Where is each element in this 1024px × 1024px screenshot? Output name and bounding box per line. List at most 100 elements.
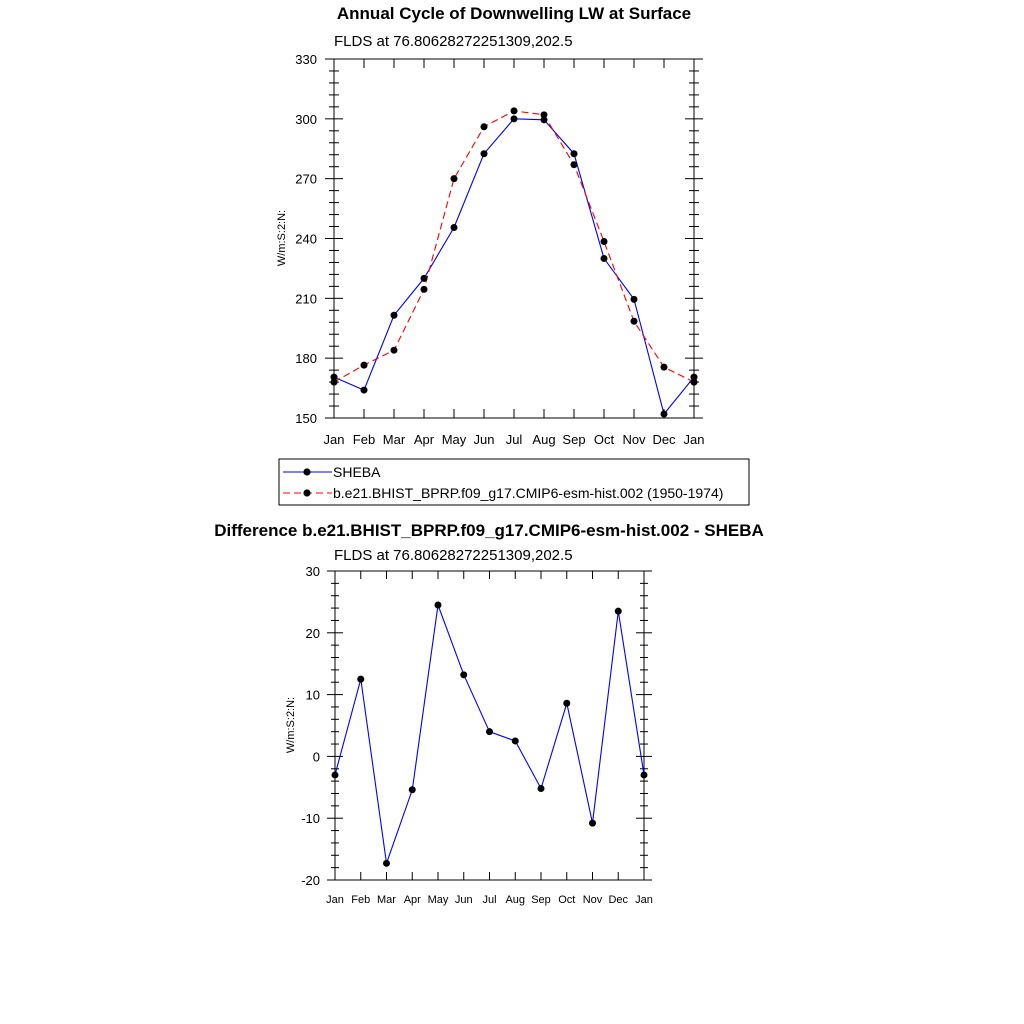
- legend-entry-sheba: SHEBA: [283, 464, 381, 480]
- series-0-point: [434, 601, 442, 609]
- x-tick-label: Nov: [622, 432, 646, 447]
- x-tick-label: Sep: [531, 894, 551, 906]
- series-1-point: [510, 107, 518, 115]
- series-0-point: [511, 737, 519, 745]
- x-tick-label: Jun: [455, 894, 473, 906]
- chart-title: Difference b.e21.BHIST_BPRP.f09_g17.CMIP…: [214, 521, 764, 540]
- series-0-point: [537, 785, 545, 793]
- series-1-point: [690, 378, 698, 386]
- x-tick-label: Nov: [583, 894, 603, 906]
- y-tick-label: -10: [301, 811, 320, 826]
- annual-cycle-chart: Annual Cycle of Downwelling LW at Surfac…: [276, 4, 750, 506]
- series-1-point: [630, 317, 638, 325]
- y-tick-label: 20: [306, 626, 320, 641]
- x-tick-label: Apr: [404, 894, 421, 906]
- series-0-point: [570, 150, 578, 158]
- x-tick-label: Mar: [383, 432, 406, 447]
- y-tick-label: 0: [313, 749, 320, 764]
- plot-frame: [334, 570, 645, 881]
- series-0-point: [690, 373, 698, 381]
- series-1-point: [480, 123, 488, 131]
- series-0-point: [614, 607, 622, 615]
- series-1-point: [330, 378, 338, 386]
- series-0-point: [357, 675, 365, 683]
- series-0-point: [630, 295, 638, 303]
- x-tick-label: Jul: [506, 432, 523, 447]
- plot-area: Jan Feb Mar Apr May Jun Jul Aug Sep Oct Nov Dec Jan-…: [301, 564, 653, 906]
- y-axis-label: W/m:S:2:N:: [285, 697, 297, 753]
- series-1-point: [360, 361, 368, 369]
- series-line-1: [333, 110, 695, 383]
- series-0-point: [390, 311, 398, 319]
- series-1-point: [420, 285, 428, 293]
- x-tick-label: Jan: [326, 894, 344, 906]
- x-tick-label: May: [442, 432, 467, 447]
- x-tick-label: Dec: [608, 894, 628, 906]
- x-tick-label: Mar: [377, 894, 396, 906]
- legend-marker-model: [303, 489, 311, 497]
- series-0-point: [330, 373, 338, 381]
- y-tick-label: 270: [295, 172, 317, 187]
- legend: SHEBA b.e21.BHIST_BPRP.f09_g17.CMIP6-esm…: [278, 458, 750, 506]
- legend-label-sheba: SHEBA: [333, 464, 381, 480]
- series-0-point: [360, 386, 368, 394]
- x-tick-label: Jul: [482, 894, 496, 906]
- series-0-point: [383, 859, 390, 867]
- series-0-point: [450, 224, 458, 232]
- plot-area: Jan Feb Mar Apr May Jun Jul Aug Sep Oct Nov Dec Jan 1…: [295, 52, 704, 447]
- x-tick-label: Jan: [635, 894, 653, 906]
- series-0-point: [540, 116, 548, 124]
- legend-marker-sheba: [303, 468, 311, 476]
- difference-chart: Difference b.e21.BHIST_BPRP.f09_g17.CMIP…: [214, 521, 764, 906]
- x-tick-label: Aug: [532, 432, 555, 447]
- series-line-0: [333, 118, 695, 416]
- y-tick-label: 10: [306, 688, 320, 703]
- y-tick-label: 210: [295, 291, 317, 306]
- series-1-point: [450, 175, 458, 183]
- x-tick-label: Aug: [505, 894, 525, 906]
- x-tick-label: Feb: [351, 894, 370, 906]
- series-1-point: [540, 111, 548, 119]
- series-1-point: [600, 237, 608, 245]
- chart-subtitle: FLDS at 76.80628272251309,202.5: [334, 33, 573, 50]
- y-axis-label: W/m:S:2:N:: [276, 210, 288, 266]
- x-tick-label: Jun: [474, 432, 495, 447]
- x-tick-label: Apr: [414, 432, 435, 447]
- series-0-point: [660, 410, 668, 418]
- y-tick-label: 330: [295, 52, 317, 67]
- x-tick-label: Dec: [652, 432, 676, 447]
- series-0-point: [460, 671, 468, 679]
- x-tick-label: Oct: [558, 894, 575, 906]
- chart-title: Annual Cycle of Downwelling LW at Surfac…: [337, 4, 691, 23]
- x-tick-label: Sep: [562, 432, 585, 447]
- x-tick-label: May: [428, 894, 449, 906]
- y-tick-label: 240: [295, 232, 317, 247]
- x-tick-label: Feb: [353, 432, 375, 447]
- y-tick-label: 30: [306, 564, 320, 579]
- y-tick-label: 150: [295, 411, 317, 426]
- series-0-point: [480, 150, 488, 158]
- y-tick-label: 300: [295, 112, 317, 127]
- series-0-point: [600, 254, 608, 262]
- legend-entry-model: b.e21.BHIST_BPRP.f09_g17.CMIP6-esm-hist.…: [283, 485, 723, 501]
- series-0-point: [331, 771, 339, 779]
- y-tick-label: -20: [301, 873, 320, 888]
- series-0-point: [640, 771, 648, 779]
- series-0-point: [589, 819, 596, 827]
- series-1-point: [570, 161, 578, 169]
- legend-box: [278, 458, 750, 506]
- series-0-point: [563, 699, 571, 707]
- series-0-point: [486, 728, 493, 736]
- y-tick-label: 180: [295, 351, 317, 366]
- series-1-point: [660, 363, 668, 371]
- chart-subtitle: FLDS at 76.80628272251309,202.5: [334, 547, 573, 564]
- legend-label-model: b.e21.BHIST_BPRP.f09_g17.CMIP6-esm-hist.…: [333, 485, 723, 501]
- x-tick-label: Jan: [684, 432, 705, 447]
- series-0-point: [408, 786, 416, 794]
- series-0-point: [510, 115, 518, 123]
- x-tick-label: Jan: [324, 432, 345, 447]
- series-1-point: [390, 346, 398, 354]
- series-0-point: [420, 274, 428, 282]
- x-tick-label: Oct: [594, 432, 615, 447]
